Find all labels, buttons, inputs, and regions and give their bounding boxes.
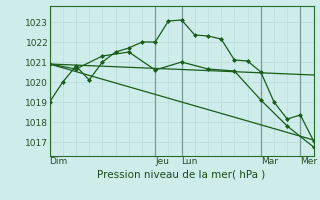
X-axis label: Pression niveau de la mer( hPa ): Pression niveau de la mer( hPa ): [98, 169, 266, 179]
